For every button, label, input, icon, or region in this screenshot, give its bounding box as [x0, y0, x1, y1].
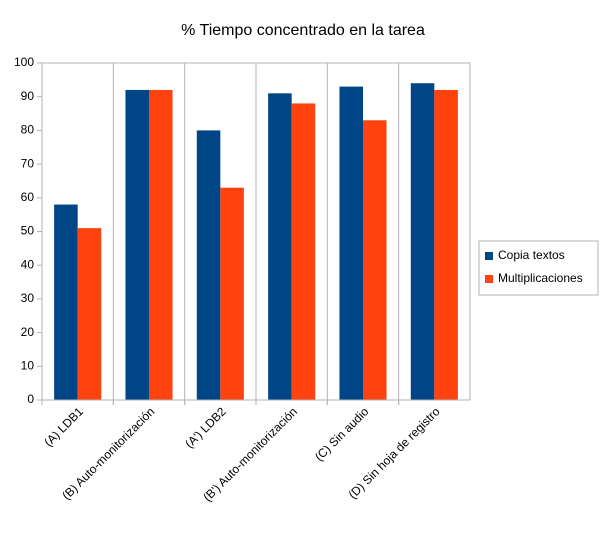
chart-title: % Tiempo concentrado en la tarea — [181, 22, 425, 39]
y-tick-label: 40 — [21, 257, 35, 271]
bar — [363, 120, 387, 400]
bar — [339, 86, 363, 400]
bar — [410, 83, 435, 400]
y-tick-label: 10 — [21, 358, 35, 372]
y-tick-label: 60 — [21, 190, 35, 204]
y-tick-label: 50 — [21, 224, 35, 238]
bar — [54, 204, 78, 400]
bar — [196, 130, 221, 400]
legend-label: Multiplicaciones — [498, 271, 583, 285]
legend-swatch — [485, 275, 493, 283]
y-tick-label: 70 — [21, 156, 35, 170]
bar — [77, 228, 102, 400]
y-tick-label: 100 — [14, 55, 34, 69]
bar — [149, 89, 173, 401]
plot-frame — [41, 62, 471, 401]
y-tick-label: 20 — [21, 325, 35, 339]
bar — [268, 93, 292, 400]
y-tick-label: 80 — [21, 123, 35, 137]
y-tick-label: 0 — [27, 392, 34, 406]
legend-swatch — [485, 252, 493, 260]
bar — [220, 187, 244, 400]
legend-box — [478, 240, 599, 296]
y-tick-label: 30 — [21, 291, 35, 305]
bar — [125, 89, 149, 401]
bar — [434, 89, 458, 401]
y-tick-label: 90 — [21, 89, 35, 103]
legend-label: Copia textos — [498, 248, 565, 262]
bar — [291, 103, 316, 400]
